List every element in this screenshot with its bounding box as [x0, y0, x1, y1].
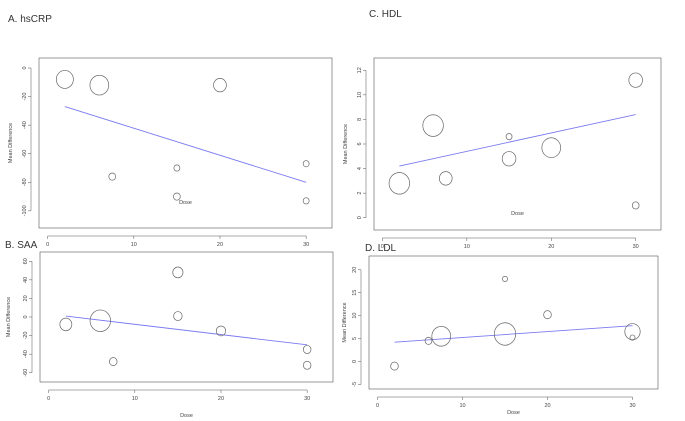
panel-label: D. LDL [365, 243, 397, 254]
data-point [624, 323, 641, 341]
data-point [493, 322, 517, 346]
y-tick-label: 6 [357, 142, 363, 145]
plot-frame [38, 57, 333, 229]
data-point [543, 310, 552, 320]
x-tick-label: 10 [132, 396, 138, 402]
data-point [55, 70, 74, 89]
panel-3: B. SAA 0 10 20 30 60 40 20 0 -20 -40 -60 Dose Mean Di… [5, 240, 334, 419]
y-tick-label: -40 [22, 121, 28, 129]
y-tick-label: 10 [357, 92, 363, 98]
y-tick-label: 5 [352, 337, 358, 340]
y-tick-label: -20 [23, 332, 29, 340]
data-point [302, 360, 312, 370]
data-point [89, 309, 111, 332]
x-tick-label: 10 [464, 244, 470, 250]
y-tick-label: 2 [357, 192, 363, 195]
y-tick-label: 60 [23, 258, 29, 264]
data-point [173, 311, 183, 321]
x-tick-label: 30 [304, 396, 310, 402]
x-axis-title: Dose [511, 211, 524, 217]
y-tick-label: 4 [357, 167, 363, 170]
x-axis-title: Dose [179, 200, 192, 206]
x-axis-title: Dose [180, 413, 193, 419]
data-point [541, 137, 562, 158]
x-tick-label: 10 [459, 403, 465, 409]
y-tick-label: -40 [23, 350, 29, 358]
regression-line [65, 315, 308, 346]
x-tick-label: 0 [381, 244, 384, 250]
data-point [59, 317, 73, 332]
y-tick-label: 8 [357, 118, 363, 121]
data-point [213, 78, 227, 93]
y-tick-label: -20 [22, 93, 28, 101]
y-tick-label: -5 [352, 382, 358, 387]
panel-label: C. HDL [369, 9, 402, 20]
data-point [302, 345, 312, 354]
data-point [302, 160, 310, 168]
data-point [422, 114, 444, 137]
regression-line [64, 106, 307, 183]
y-tick-label: 0 [357, 216, 363, 219]
data-point [629, 334, 636, 341]
y-axis-title: Mean Difference [342, 302, 348, 342]
y-tick-label: 0 [23, 315, 29, 318]
x-tick-label: 20 [218, 396, 224, 402]
panel-2: C. HDL 0 10 20 30 0 2 4 6 8 10 12 Dose Mean Differenc… [343, 9, 662, 250]
x-tick-label: 0 [376, 403, 379, 409]
data-point [505, 133, 513, 141]
y-tick-label: -60 [23, 369, 29, 377]
y-axis-title: Mean Difference [343, 124, 349, 164]
data-point [109, 357, 118, 366]
data-point [302, 197, 310, 205]
data-point [108, 172, 117, 181]
panel-label: A. hsCRP [8, 14, 52, 25]
y-axis-title: Mean Difference [8, 123, 14, 163]
data-point [628, 72, 643, 88]
y-tick-label: 0 [22, 66, 28, 69]
panel-1: A. hsCRP 0 10 20 30 0 -20 -40 -60 -80 -100 Dose Mean… [8, 14, 333, 248]
y-axis-title: Mean Difference [6, 297, 12, 337]
y-tick-label: -80 [22, 178, 28, 186]
x-axis-title: Dose [507, 410, 520, 416]
data-point [89, 74, 110, 96]
plot-frame [373, 57, 662, 231]
data-point [173, 192, 181, 201]
x-tick-label: 30 [633, 244, 639, 250]
x-tick-label: 30 [303, 242, 309, 248]
regression-line [399, 114, 636, 167]
x-tick-label: 20 [217, 242, 223, 248]
x-tick-label: 0 [47, 396, 50, 402]
x-tick-label: 30 [629, 403, 635, 409]
data-point [388, 172, 410, 195]
data-point [501, 151, 517, 167]
panel-label: B. SAA [5, 240, 38, 251]
y-tick-label: 0 [352, 360, 358, 363]
data-point [631, 201, 640, 210]
data-point [424, 336, 433, 345]
data-point [431, 326, 452, 347]
y-tick-label: 15 [352, 290, 358, 296]
data-point [215, 325, 227, 337]
data-point [173, 164, 181, 172]
data-point [438, 171, 453, 186]
regression-line [394, 325, 633, 343]
y-tick-label: 20 [23, 295, 29, 301]
x-tick-label: 0 [46, 242, 49, 248]
data-point [390, 361, 399, 371]
y-tick-label: 12 [357, 67, 363, 73]
y-tick-label: 10 [352, 313, 358, 319]
y-tick-label: 20 [352, 267, 358, 273]
x-tick-label: 10 [131, 242, 137, 248]
data-point [502, 275, 508, 282]
x-tick-label: 20 [548, 244, 554, 250]
y-tick-label: -60 [22, 150, 28, 158]
x-tick-label: 20 [544, 403, 550, 409]
y-tick-label: 40 [23, 277, 29, 283]
y-tick-label: -100 [22, 205, 28, 216]
plot-frame [368, 255, 659, 390]
plot-frame [39, 251, 334, 383]
data-point [172, 266, 184, 279]
